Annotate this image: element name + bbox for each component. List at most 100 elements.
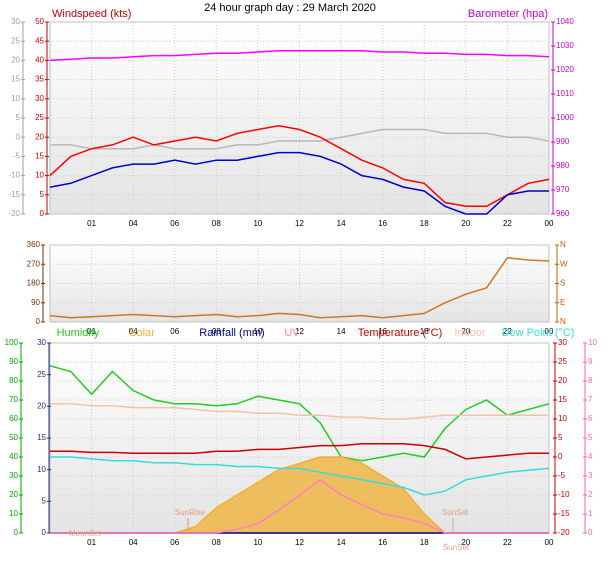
x-tick-label: 22 — [503, 219, 512, 228]
y-tick-label: -10 — [558, 490, 570, 499]
x-tick-label: 16 — [378, 219, 387, 228]
y-tick-label: 25 — [37, 370, 46, 379]
y-tick-label: 6 — [588, 414, 593, 423]
y-tick-label: 1000 — [556, 113, 574, 122]
y-tick-label: 30 — [9, 471, 18, 480]
y-tick-label: 0 — [40, 209, 45, 218]
x-tick-label: 01 — [87, 538, 96, 547]
x-tick-label: 20 — [461, 538, 470, 547]
y-tick-label: 60 — [9, 414, 18, 423]
y-tick-label: -5 — [558, 471, 566, 480]
y-tick-label: -20 — [558, 528, 570, 537]
y-tick-label: -15 — [558, 509, 570, 518]
y-tick-label: 15 — [35, 152, 44, 161]
line — [49, 50, 550, 62]
x-tick-label: 14 — [337, 327, 346, 336]
x-tick-label: 04 — [129, 327, 138, 336]
x-tick-label: 08 — [212, 538, 221, 547]
x-tick-label: 16 — [378, 538, 387, 547]
y-tick-label: 25 — [35, 113, 44, 122]
x-tick-label: 14 — [337, 538, 346, 547]
x-tick-label: 00 — [545, 538, 554, 547]
legend-entry: Temperature (°C) — [358, 327, 442, 339]
y-tick-label: N — [560, 240, 566, 249]
y-tick-label: 0 — [36, 317, 41, 326]
line — [49, 151, 549, 215]
line — [50, 128, 550, 150]
y-tick-label: S — [560, 279, 565, 288]
y-tick-label: 1 — [588, 509, 593, 518]
x-tick-label: 08 — [212, 327, 221, 336]
chart-title: 24 hour graph day : 29 March 2020 — [204, 2, 376, 14]
legend-entry: Indoor — [454, 327, 486, 339]
y-tick-label: 10 — [37, 465, 46, 474]
y-tick-label: 5 — [588, 433, 593, 442]
y-tick-label: 20 — [11, 56, 20, 65]
y-tick-label: 25 — [558, 357, 567, 366]
y-tick-label: -15 — [8, 190, 20, 199]
y-tick-label: 990 — [556, 137, 570, 146]
y-tick-label: 1030 — [556, 41, 574, 50]
annotation: SunSet — [442, 508, 469, 517]
y-tick-label: 4 — [588, 452, 593, 461]
axis-label: Windspeed (kts) — [52, 8, 131, 20]
x-tick-label: 12 — [295, 327, 304, 336]
x-tick-label: 20 — [461, 219, 470, 228]
y-tick-label: 20 — [9, 490, 18, 499]
y-tick-label: 980 — [556, 161, 570, 170]
x-tick-label: 08 — [212, 219, 221, 228]
y-tick-label: 15 — [11, 75, 20, 84]
y-tick-label: 9 — [588, 357, 593, 366]
x-tick-label: 10 — [253, 327, 262, 336]
y-tick-label: 15 — [37, 433, 46, 442]
y-tick-label: -20 — [8, 209, 20, 218]
y-tick-label: 0 — [42, 528, 47, 537]
y-tick-label: 8 — [588, 376, 593, 385]
x-tick-label: 00 — [545, 327, 554, 336]
legend-entry: UV — [284, 327, 300, 339]
y-tick-label: 360 — [27, 240, 41, 249]
y-tick-label: 0 — [588, 528, 593, 537]
y-tick-label: -5 — [13, 152, 21, 161]
y-tick-label: 40 — [35, 56, 44, 65]
axis-label: Barometer (hpa) — [468, 8, 548, 20]
x-tick-label: 22 — [503, 538, 512, 547]
y-tick-label: 10 — [9, 509, 18, 518]
y-tick-label: 30 — [11, 17, 20, 26]
x-tick-label: 22 — [503, 327, 512, 336]
y-tick-label: 10 — [11, 94, 20, 103]
legend-entry: Solar — [129, 327, 155, 339]
y-tick-label: 20 — [37, 401, 46, 410]
x-tick-label: 06 — [170, 538, 179, 547]
line — [50, 456, 550, 496]
x-tick-label: 18 — [420, 538, 429, 547]
y-tick-label: W — [560, 259, 568, 268]
y-tick-label: 100 — [5, 338, 19, 347]
y-tick-label: 0 — [16, 132, 21, 141]
y-tick-label: 1010 — [556, 89, 574, 98]
y-tick-label: 970 — [556, 185, 570, 194]
y-tick-label: 5 — [16, 113, 21, 122]
y-tick-label: 50 — [35, 17, 44, 26]
line — [50, 442, 549, 460]
x-tick-label: 10 — [253, 219, 262, 228]
x-tick-label: 18 — [420, 219, 429, 228]
y-tick-label: 30 — [558, 338, 567, 347]
annotation: MoonSet — [69, 529, 102, 538]
y-tick-label: 7 — [588, 395, 593, 404]
y-tick-label: 25 — [11, 36, 20, 45]
y-tick-label: 30 — [37, 338, 46, 347]
x-tick-label: 04 — [129, 219, 138, 228]
y-tick-label: 80 — [9, 376, 18, 385]
x-tick-label: 18 — [420, 327, 429, 336]
y-tick-label: 5 — [558, 433, 563, 442]
y-tick-label: E — [560, 298, 565, 307]
x-tick-label: 20 — [461, 327, 470, 336]
line — [49, 365, 550, 462]
y-tick-label: -10 — [8, 171, 20, 180]
line — [50, 478, 549, 534]
y-tick-label: 10 — [35, 171, 44, 180]
y-tick-label: 35 — [35, 75, 44, 84]
y-tick-label: 90 — [31, 298, 40, 307]
